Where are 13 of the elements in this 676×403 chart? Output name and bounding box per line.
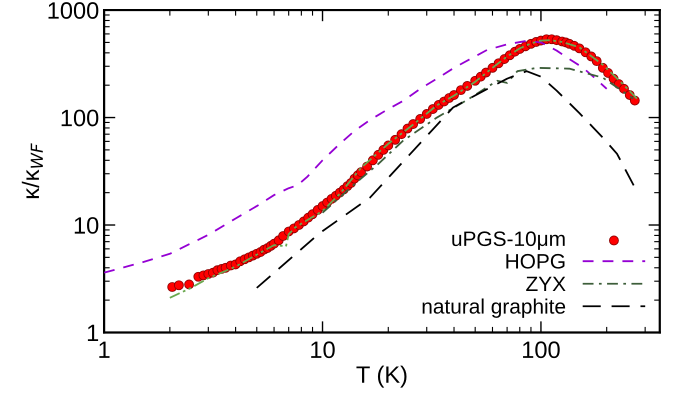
y-tick-label: 100 [62, 110, 98, 126]
legend-label: uPGS-10μm [452, 231, 565, 250]
legend-label: natural graphite [422, 298, 566, 318]
y-tick-label: 1000 [48, 2, 98, 19]
legend-label: ZYX [526, 276, 566, 292]
x-tick-label: 10 [311, 341, 335, 358]
y-tick-label: 1 [88, 324, 98, 342]
x-tick-label: 100 [523, 341, 560, 358]
y-axis-title: κ/κ$_{WF}$ [22, 143, 43, 198]
y-tick-label: 10 [74, 217, 98, 234]
legend-label: HOPG [506, 254, 564, 269]
x-tick-label: 1 [99, 342, 110, 358]
x-axis-title: T (K) [356, 366, 406, 388]
